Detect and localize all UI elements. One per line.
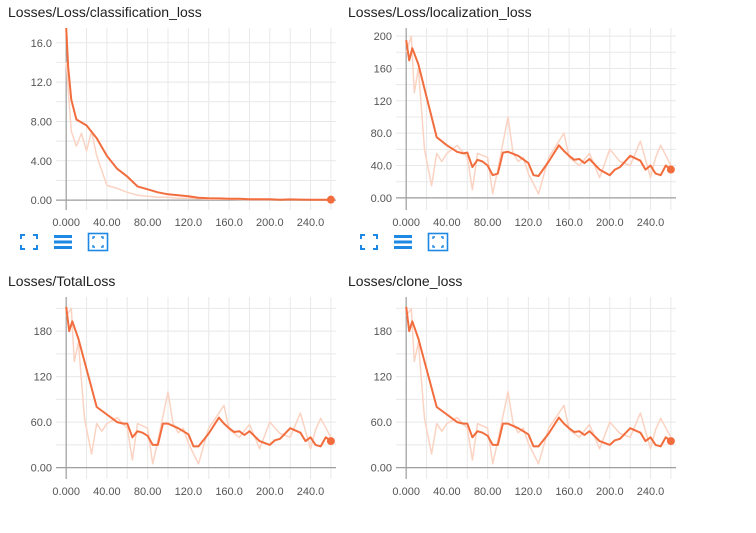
x-tick-label: 120.0 (175, 217, 203, 229)
chart-title: Losses/clone_loss (348, 273, 463, 289)
raw-series-line (65, 62, 331, 201)
chart-panel-clone-loss: Losses/clone_loss 0.00 60.0 120 180 0.000 40.… (348, 273, 688, 533)
chart-title: Losses/TotalLoss (8, 273, 116, 289)
x-tick-label: 200.0 (596, 217, 624, 229)
x-tick-label: 0.000 (392, 486, 420, 498)
fit-domain-icon[interactable] (358, 232, 380, 252)
x-tick-label: 0.000 (392, 217, 420, 229)
chart-plot[interactable]: 0.00 60.0 120 180 0.000 40.00 80.00 120.0 160.0 2… (348, 291, 683, 499)
y-tick-label: 180 (34, 326, 52, 338)
last-value-marker (326, 195, 335, 204)
smoothed-series-line (405, 306, 672, 448)
x-tick-label: 240.0 (297, 486, 325, 498)
x-tick-label: 80.00 (474, 217, 502, 229)
x-tick-label: 240.0 (297, 217, 325, 229)
smoothed-series-line (65, 28, 331, 201)
x-tick-label: 120.0 (175, 486, 203, 498)
y-tick-label: 16.0 (31, 38, 52, 50)
y-tick-label: 12.0 (31, 77, 52, 89)
x-tick-label: 80.00 (134, 217, 162, 229)
x-tick-label: 80.00 (134, 486, 162, 498)
chart-panel-classification-loss: Losses/Loss/classification_loss 0.00 4.00… (8, 4, 348, 264)
chart-plot[interactable]: 0.00 40.0 80.0 120 160 200 0.000 40.00 80.00 120.… (348, 22, 683, 230)
raw-series-line (405, 307, 672, 465)
x-tick-label: 0.000 (52, 217, 80, 229)
last-value-marker (666, 165, 675, 174)
y-tick-label: 120 (34, 372, 52, 384)
x-tick-label: 80.00 (474, 486, 502, 498)
y-tick-label: 60.0 (31, 417, 52, 429)
chart-title: Losses/Loss/localization_loss (348, 4, 532, 20)
y-tick-label: 60.0 (371, 417, 392, 429)
x-tick-label: 40.00 (93, 217, 121, 229)
chart-plot[interactable]: 0.00 4.00 8.00 12.0 16.0 0.000 40.00 80.00 120.0… (8, 22, 343, 230)
chart-toolbar (358, 232, 457, 252)
data-select-icon[interactable] (427, 232, 449, 252)
x-tick-label: 200.0 (256, 486, 284, 498)
y-tick-label: 0.00 (371, 193, 392, 205)
y-tick-label: 8.00 (31, 116, 52, 128)
x-tick-label: 120.0 (515, 217, 543, 229)
x-tick-label: 160.0 (215, 217, 243, 229)
y-tick-label: 180 (374, 326, 392, 338)
y-tick-label: 200 (374, 31, 392, 43)
log-scale-icon[interactable] (392, 232, 414, 252)
smoothed-series-line (65, 306, 332, 448)
smoothed-series-line (405, 39, 672, 177)
y-tick-label: 80.0 (371, 128, 392, 140)
x-tick-label: 160.0 (215, 486, 243, 498)
data-select-icon[interactable] (87, 232, 109, 252)
x-tick-label: 40.00 (433, 217, 461, 229)
raw-series-line (65, 307, 332, 465)
x-tick-label: 240.0 (637, 486, 665, 498)
x-tick-label: 40.00 (433, 486, 461, 498)
y-tick-label: 40.0 (371, 161, 392, 173)
y-tick-label: 0.00 (371, 463, 392, 475)
y-tick-label: 0.00 (31, 195, 52, 207)
y-tick-label: 160 (374, 63, 392, 75)
last-value-marker (666, 437, 675, 446)
y-tick-label: 0.00 (31, 463, 52, 475)
x-tick-label: 120.0 (515, 486, 543, 498)
y-tick-label: 120 (374, 372, 392, 384)
chart-toolbar (18, 232, 117, 252)
x-tick-label: 200.0 (596, 486, 624, 498)
chart-plot[interactable]: 0.00 60.0 120 180 0.000 40.00 80.00 120.0 160.0 2… (8, 291, 343, 499)
y-tick-label: 120 (374, 96, 392, 108)
x-tick-label: 40.00 (93, 486, 121, 498)
raw-series-line (405, 35, 672, 195)
chart-panel-localization-loss: Losses/Loss/localization_loss 0.00 40.0 80… (348, 4, 688, 264)
x-tick-label: 0.000 (52, 486, 80, 498)
fit-domain-icon[interactable] (18, 232, 40, 252)
x-tick-label: 200.0 (256, 217, 284, 229)
chart-panel-total-loss: Losses/TotalLoss 0.00 60.0 120 180 0.000 40.0… (8, 273, 348, 533)
x-tick-label: 240.0 (637, 217, 665, 229)
last-value-marker (326, 437, 335, 446)
x-tick-label: 160.0 (555, 217, 583, 229)
y-tick-label: 4.00 (31, 156, 52, 168)
log-scale-icon[interactable] (52, 232, 74, 252)
x-tick-label: 160.0 (555, 486, 583, 498)
chart-title: Losses/Loss/classification_loss (8, 4, 202, 20)
